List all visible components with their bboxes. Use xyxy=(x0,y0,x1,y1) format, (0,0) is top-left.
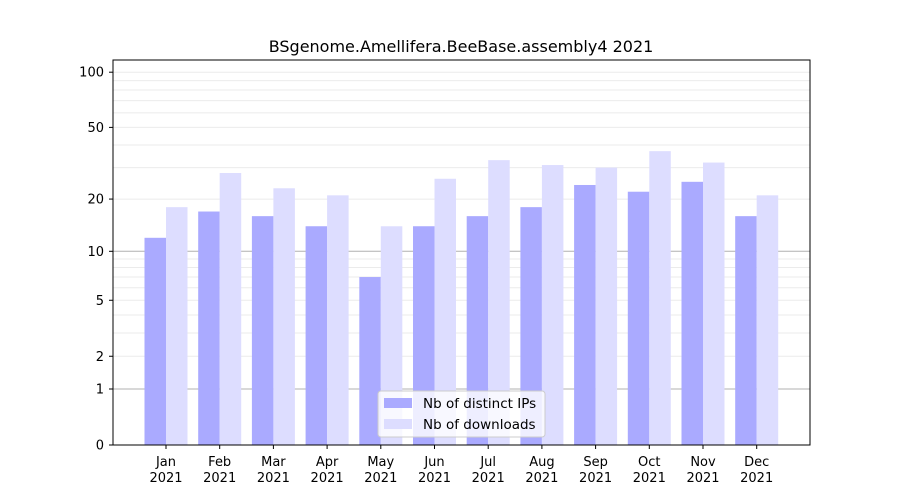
x-tick-label-month: Nov xyxy=(690,455,716,470)
bar-ips-nov xyxy=(681,181,703,446)
x-tick-label-year: 2021 xyxy=(257,471,290,486)
bar-ips-mar xyxy=(251,216,274,445)
bars xyxy=(144,151,779,446)
x-tick-label-year: 2021 xyxy=(525,471,558,486)
bar-downloads-may xyxy=(380,226,403,445)
bar-ips-jun xyxy=(413,226,435,445)
x-tick-label-month: Mar xyxy=(261,455,286,470)
x-tick-label-year: 2021 xyxy=(364,471,397,486)
y-tick-label: 20 xyxy=(87,193,104,208)
bar-ips-apr xyxy=(305,226,328,445)
bar-downloads-jun xyxy=(434,178,456,445)
bar-ips-jul xyxy=(466,216,489,445)
x-tick-label-year: 2021 xyxy=(579,471,612,486)
x-tick-label-month: Jun xyxy=(423,455,444,470)
legend-label-ips: Nb of distinct IPs xyxy=(423,396,536,412)
x-tick-label-month: Dec xyxy=(744,455,769,470)
bar-downloads-sep xyxy=(595,167,618,445)
y-tick-label: 2 xyxy=(96,350,104,365)
bar-ips-sep xyxy=(574,184,596,445)
bar-downloads-apr xyxy=(327,195,349,445)
x-tick-label-month: Feb xyxy=(208,455,231,470)
y-tick-label: 50 xyxy=(87,121,104,136)
y-tick-label: 1 xyxy=(96,383,104,398)
y-tick-label: 5 xyxy=(96,294,104,309)
bar-ips-oct xyxy=(627,191,650,445)
legend-label-downloads: Nb of downloads xyxy=(423,417,536,433)
legend-swatch-ips xyxy=(384,398,412,408)
bar-downloads-mar xyxy=(273,188,295,446)
x-tick-label-month: Aug xyxy=(529,455,554,470)
x-tick-label-month: Sep xyxy=(583,455,608,470)
bar-ips-dec xyxy=(735,216,757,445)
bar-downloads-oct xyxy=(649,151,671,445)
x-tick-label-month: May xyxy=(367,455,394,470)
bar-ips-aug xyxy=(520,207,542,445)
legend: Nb of distinct IPs Nb of downloads xyxy=(377,390,546,438)
bar-downloads-jan xyxy=(166,207,188,445)
bar-ips-feb xyxy=(198,211,220,445)
x-tick-label-year: 2021 xyxy=(418,471,451,486)
bar-downloads-nov xyxy=(703,162,725,446)
x-tick-label-month: Apr xyxy=(316,455,339,470)
y-tick-label: 0 xyxy=(96,439,104,454)
x-tick-label-year: 2021 xyxy=(311,471,344,486)
chart-title: BSgenome.Amellifera.BeeBase.assembly4 20… xyxy=(269,37,654,56)
legend-box xyxy=(377,390,546,438)
x-axis: Jan2021Feb2021Mar2021Apr2021May2021Jun20… xyxy=(149,445,773,486)
x-tick-label-year: 2021 xyxy=(740,471,773,486)
y-tick-label: 10 xyxy=(87,245,104,260)
y-axis: 0 1 2 5 10 20 50 100 xyxy=(79,66,113,454)
bar-downloads-feb xyxy=(219,172,242,446)
y-tick-label: 100 xyxy=(79,66,104,81)
bar-downloads-aug xyxy=(541,165,564,445)
x-tick-label-year: 2021 xyxy=(472,471,505,486)
x-tick-label-year: 2021 xyxy=(686,471,719,486)
x-tick-label-month: Jul xyxy=(479,455,496,470)
bar-downloads-dec xyxy=(756,195,779,445)
x-tick-label-year: 2021 xyxy=(149,471,182,486)
x-tick-label-year: 2021 xyxy=(203,471,236,486)
x-tick-label-year: 2021 xyxy=(633,471,666,486)
legend-swatch-downloads xyxy=(384,419,412,429)
bar-downloads-jul xyxy=(488,160,510,445)
x-tick-label-month: Oct xyxy=(638,455,660,470)
axes-frame xyxy=(112,59,811,446)
bar-ips-may xyxy=(359,277,381,445)
x-tick-label-month: Jan xyxy=(155,455,176,470)
bar-ips-jan xyxy=(144,237,166,445)
